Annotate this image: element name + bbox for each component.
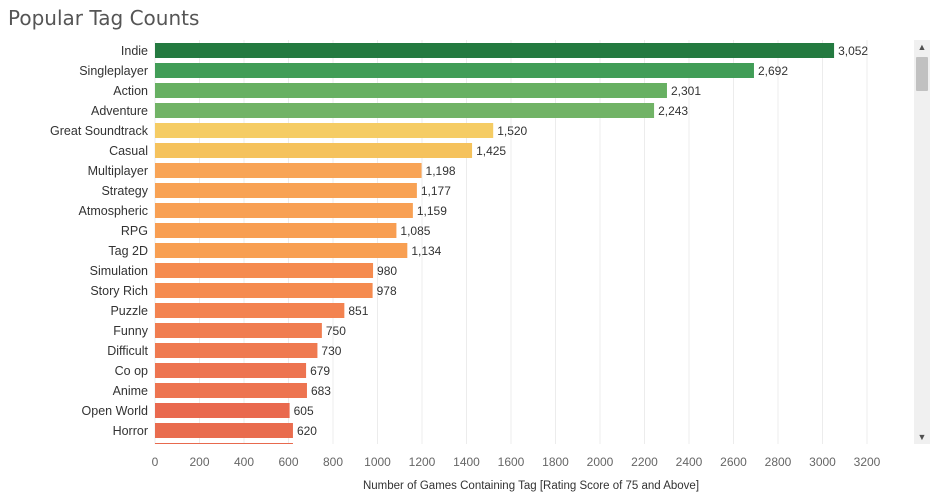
x-tick-label: 2400 (676, 455, 703, 469)
x-axis-ticks: 0 200 400 600 800 1000 1200 1400 1600 1800 2000 220… (152, 455, 881, 469)
scroll-down-arrow-icon[interactable]: ▼ (917, 432, 927, 442)
category-label: Multiplayer (88, 164, 148, 178)
bar[interactable] (155, 143, 473, 158)
bar[interactable] (155, 303, 345, 318)
value-label: 750 (326, 324, 346, 338)
value-label: 620 (297, 424, 317, 438)
x-tick-label: 2800 (765, 455, 792, 469)
category-label: Difficult (107, 344, 148, 358)
bar[interactable] (155, 103, 655, 118)
category-label: Tag 2D (108, 244, 148, 258)
category-label: Strategy (101, 184, 148, 198)
category-label: Atmospheric (79, 204, 148, 218)
category-label: Anime (113, 384, 148, 398)
category-label: Great Soundtrack (50, 124, 149, 138)
x-tick-label: 2600 (720, 455, 747, 469)
bar[interactable] (155, 263, 374, 278)
value-label: 978 (377, 284, 397, 298)
value-label: 1,159 (417, 204, 447, 218)
scroll-up-arrow-icon[interactable]: ▲ (917, 42, 927, 52)
category-label: Open World (82, 404, 149, 418)
value-label: 1,198 (426, 164, 456, 178)
category-label: Singleplayer (79, 64, 148, 78)
category-label: Co op (115, 364, 148, 378)
vertical-scrollbar[interactable]: ▲ ▼ (914, 40, 930, 444)
bar[interactable] (155, 63, 754, 78)
bar[interactable] (155, 383, 307, 398)
category-label: Horror (113, 424, 148, 438)
category-label: Funny (113, 324, 148, 338)
x-tick-label: 1800 (542, 455, 569, 469)
category-label: RPG (121, 224, 148, 238)
x-tick-label: 200 (189, 455, 209, 469)
x-tick-label: 1200 (409, 455, 436, 469)
x-tick-label: 1400 (453, 455, 480, 469)
category-label: Adventure (91, 104, 148, 118)
value-label: 3,052 (838, 44, 868, 58)
bar[interactable] (155, 343, 318, 358)
value-label: 679 (310, 364, 330, 378)
value-label: 1,425 (476, 144, 506, 158)
bar[interactable] (155, 123, 494, 138)
bar[interactable] (155, 363, 307, 378)
x-tick-label: 1000 (364, 455, 391, 469)
x-tick-label: 3200 (854, 455, 881, 469)
value-labels: 3,052 2,692 2,301 2,243 1,520 1,425 1,198 1,177… (294, 44, 869, 438)
x-tick-label: 0 (152, 455, 159, 469)
category-label: Puzzle (110, 304, 148, 318)
bar[interactable] (155, 183, 417, 198)
value-label: 2,243 (658, 104, 688, 118)
category-label: Action (113, 84, 148, 98)
value-label: 1,520 (497, 124, 527, 138)
x-tick-label: 800 (323, 455, 343, 469)
bar[interactable] (155, 403, 290, 418)
bar[interactable] (155, 323, 322, 338)
x-tick-label: 3000 (809, 455, 836, 469)
value-label: 1,134 (411, 244, 441, 258)
value-label: 605 (294, 404, 314, 418)
chart-title: Popular Tag Counts (8, 6, 200, 30)
value-label: 1,177 (421, 184, 451, 198)
value-label: 1,085 (400, 224, 430, 238)
x-tick-label: 1600 (498, 455, 525, 469)
category-label: Casual (109, 144, 148, 158)
scroll-thumb[interactable] (916, 57, 928, 91)
bar[interactable] (155, 203, 413, 218)
bar[interactable] (155, 243, 408, 258)
x-tick-label: 2000 (587, 455, 614, 469)
value-label: 2,301 (671, 84, 701, 98)
bar[interactable] (155, 83, 667, 98)
bar[interactable] (155, 423, 293, 438)
bar[interactable] (155, 43, 835, 58)
bar-partial[interactable] (155, 443, 293, 444)
category-label: Simulation (90, 264, 148, 278)
x-axis-title: Number of Games Containing Tag [Rating S… (363, 480, 699, 492)
category-labels: Indie Singleplayer Action Adventure Great So… (50, 44, 149, 438)
value-label: 851 (348, 304, 368, 318)
value-label: 683 (311, 384, 331, 398)
bar[interactable] (155, 163, 422, 178)
value-label: 2,692 (758, 64, 788, 78)
bar[interactable] (155, 283, 373, 298)
bar[interactable] (155, 223, 397, 238)
bars (155, 43, 835, 444)
category-label: Indie (121, 44, 148, 58)
value-label: 730 (321, 344, 341, 358)
value-label: 980 (377, 264, 397, 278)
x-tick-label: 600 (278, 455, 298, 469)
x-tick-label: 400 (234, 455, 254, 469)
category-label: Story Rich (90, 284, 148, 298)
x-tick-label: 2200 (631, 455, 658, 469)
